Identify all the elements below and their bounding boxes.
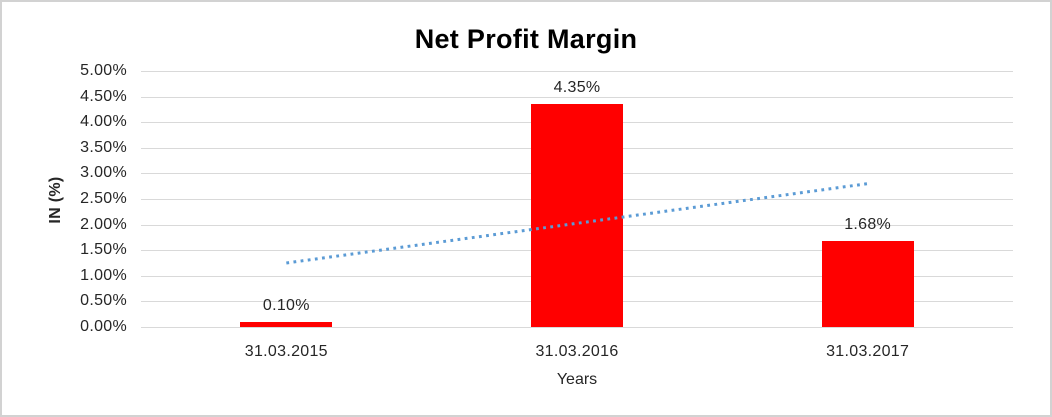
bar-value-label: 4.35% (553, 79, 601, 97)
bar (240, 321, 333, 327)
y-tick-label: 1.00% (80, 266, 127, 284)
y-tick-label: 3.00% (80, 164, 127, 182)
bar-value-label: 1.68% (844, 215, 892, 233)
bar-value-label: 0.10% (262, 296, 310, 314)
y-tick-label: 4.00% (80, 113, 127, 131)
x-tick-label: 31.03.2017 (826, 343, 910, 360)
gridline (141, 327, 1013, 328)
y-tick-label: 5.00% (80, 62, 127, 79)
y-tick-label: 4.50% (80, 87, 127, 105)
bar (821, 240, 914, 327)
x-axis-title: Years (556, 371, 598, 388)
x-tick-label: 31.03.2015 (244, 343, 328, 360)
gridline (141, 96, 1013, 98)
y-tick-label: 3.50% (80, 138, 127, 156)
y-tick-label: 2.00% (80, 215, 127, 233)
bar (531, 104, 623, 327)
y-tick-label: 0.50% (80, 292, 127, 310)
y-tick-label: 1.50% (80, 241, 127, 259)
y-tick-label: 0.00% (80, 318, 127, 335)
x-tick-label: 31.03.2016 (535, 343, 619, 360)
chart-title: Net Profit Margin (414, 24, 638, 54)
gridline (141, 71, 1013, 72)
y-tick-label: 2.50% (80, 190, 127, 207)
